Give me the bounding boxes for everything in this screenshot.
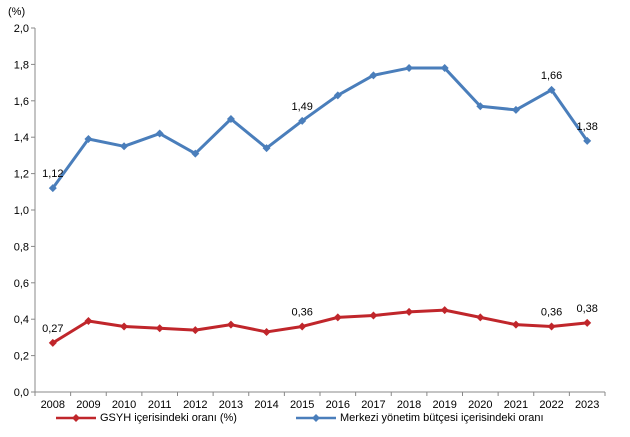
data-point-marker [547,85,556,94]
data-label: 1,49 [291,101,312,113]
x-tick-label: 2013 [219,399,243,411]
data-label: 1,12 [42,168,63,180]
data-label: 1,66 [541,70,562,82]
series-line [51,66,589,190]
series-1: 1,12 1,49 1,66 1,38 [42,64,598,193]
x-tick-label: 2021 [504,399,528,411]
data-point-marker [120,142,129,151]
x-tick-label: 2016 [326,399,350,411]
data-point-marker [511,320,520,329]
legend-label-budget: Merkezi yönetim bütçesi içerisindeki ora… [340,412,544,424]
data-label: 0,27 [42,323,63,335]
axes: 0,0 0,2 0,4 0,6 0,8 1,0 1,2 1,4 1,6 1,8 2,0 2008 200… [14,23,606,411]
data-point-marker [191,326,200,335]
data-point-marker [226,115,235,123]
data-point-marker [48,184,57,193]
data-point-marker [583,318,592,327]
data-point-marker [440,64,449,73]
y-axis-unit-label: (%) [8,6,26,18]
data-point-marker [405,307,414,316]
data-point-marker [155,324,164,333]
y-tick-label: 0,2 [14,351,29,363]
x-tick-label: 2012 [183,399,207,411]
legend-swatch-gsyh [56,414,96,422]
y-tick-label: 1,4 [14,132,29,144]
data-point-marker [333,91,342,100]
series-layer: 0,27 0,36 0,36 0,38 1,12 1,49 1,66 1,38 [42,64,598,347]
data-point-marker [120,322,129,331]
x-tick-label: 2009 [76,399,100,411]
data-point-marker [369,71,378,80]
x-tick-label: 2022 [539,399,563,411]
data-point-marker [511,105,520,114]
data-point-marker [369,311,378,320]
data-point-marker [191,149,200,158]
x-tick-label: 2010 [112,399,136,411]
y-tick-label: 1,6 [14,96,29,108]
y-tick-label: 1,0 [14,205,29,217]
y-tick-label: 0,8 [14,241,29,253]
y-tick-label: 1,8 [14,59,29,71]
y-tick-label: 2,0 [14,23,29,35]
y-tick-label: 1,2 [14,169,29,181]
x-tick-label: 2019 [432,399,456,411]
x-tick-label: 2011 [148,399,172,411]
data-point-marker [262,327,271,336]
data-point-marker [226,320,235,329]
series-line [52,308,588,345]
legend-label-gsyh: GSYH içerisindeki oranı (%) [100,412,237,424]
data-point-marker [84,317,93,326]
x-tick-label: 2023 [575,399,599,411]
data-point-marker [440,306,449,315]
y-tick-label: 0,4 [14,314,29,326]
data-point-marker [476,102,485,111]
data-point-marker [547,322,556,331]
data-point-marker [155,129,164,138]
data-point-marker [333,313,342,322]
data-label: 0,36 [541,306,562,318]
data-point-marker [262,144,271,153]
x-tick-label: 2020 [468,399,492,411]
data-point-marker [476,313,485,322]
x-tick-label: 2014 [254,399,278,411]
x-tick-label: 2017 [361,399,385,411]
legend-item-gsyh: GSYH içerisindeki oranı (%) [56,412,237,424]
data-point-marker [48,338,57,347]
data-label: 1,38 [576,121,597,133]
data-label: 0,38 [576,303,597,315]
data-point-marker [583,136,592,145]
x-tick-label: 2015 [290,399,314,411]
x-tick-label: 2008 [41,399,65,411]
y-tick-label: 0,6 [14,278,29,290]
data-point-marker [298,116,307,125]
y-tick-label: 0,0 [14,387,29,399]
data-point-marker [84,135,93,144]
series-0: 0,27 0,36 0,36 0,38 [42,303,598,347]
data-point-marker [405,64,414,73]
x-tick-label: 2018 [397,399,421,411]
legend-swatch-budget [296,414,336,422]
data-label: 0,36 [291,306,312,318]
legend-item-budget: Merkezi yönetim bütçesi içerisindeki ora… [296,412,544,424]
data-point-marker [298,322,307,331]
